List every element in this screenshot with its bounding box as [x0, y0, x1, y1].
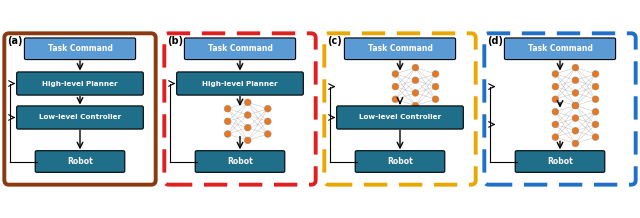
Circle shape	[392, 96, 399, 103]
Circle shape	[432, 71, 439, 77]
Text: (d): (d)	[488, 36, 504, 46]
Text: Task Command: Task Command	[47, 44, 113, 53]
FancyBboxPatch shape	[337, 106, 463, 129]
Text: Robot: Robot	[67, 157, 93, 166]
FancyBboxPatch shape	[355, 151, 445, 172]
FancyBboxPatch shape	[17, 106, 143, 129]
Circle shape	[572, 102, 579, 109]
Circle shape	[224, 131, 231, 137]
Circle shape	[432, 96, 439, 103]
Text: (a): (a)	[8, 36, 23, 46]
FancyBboxPatch shape	[184, 38, 296, 60]
Circle shape	[412, 64, 419, 71]
Text: Task Command: Task Command	[367, 44, 433, 53]
FancyBboxPatch shape	[35, 151, 125, 172]
FancyBboxPatch shape	[195, 151, 285, 172]
Circle shape	[592, 83, 599, 90]
Circle shape	[552, 108, 559, 115]
FancyBboxPatch shape	[504, 38, 616, 60]
Circle shape	[592, 134, 599, 141]
Text: Task Command: Task Command	[207, 44, 273, 53]
FancyBboxPatch shape	[177, 72, 303, 95]
Circle shape	[572, 115, 579, 121]
Text: Task Command: Task Command	[527, 44, 593, 53]
Text: Robot: Robot	[387, 157, 413, 166]
Circle shape	[552, 134, 559, 141]
Circle shape	[392, 71, 399, 77]
Circle shape	[552, 96, 559, 103]
FancyBboxPatch shape	[17, 72, 143, 95]
Text: High-level Planner: High-level Planner	[202, 80, 278, 87]
Text: Robot: Robot	[547, 157, 573, 166]
Circle shape	[264, 105, 271, 112]
Circle shape	[572, 64, 579, 71]
Circle shape	[224, 118, 231, 125]
Circle shape	[412, 102, 419, 109]
Circle shape	[572, 102, 579, 109]
Circle shape	[552, 71, 559, 77]
Circle shape	[244, 137, 251, 144]
Circle shape	[572, 77, 579, 84]
Circle shape	[412, 90, 419, 96]
Circle shape	[552, 121, 559, 128]
Circle shape	[264, 118, 271, 125]
Circle shape	[432, 83, 439, 90]
Text: Robot: Robot	[227, 157, 253, 166]
Text: High-level Planner: High-level Planner	[42, 80, 118, 87]
Circle shape	[264, 131, 271, 137]
FancyBboxPatch shape	[344, 38, 456, 60]
Circle shape	[592, 96, 599, 103]
Circle shape	[572, 140, 579, 147]
Circle shape	[244, 99, 251, 106]
Circle shape	[224, 105, 231, 112]
Circle shape	[244, 124, 251, 131]
Text: Low-level Controller: Low-level Controller	[39, 114, 121, 121]
Circle shape	[592, 121, 599, 128]
Circle shape	[572, 90, 579, 96]
Circle shape	[244, 112, 251, 118]
FancyBboxPatch shape	[515, 151, 605, 172]
Circle shape	[552, 83, 559, 90]
Circle shape	[592, 71, 599, 77]
Text: (b): (b)	[168, 36, 184, 46]
FancyBboxPatch shape	[24, 38, 136, 60]
Circle shape	[592, 108, 599, 115]
Text: (c): (c)	[328, 36, 342, 46]
Circle shape	[392, 83, 399, 90]
Circle shape	[572, 127, 579, 134]
Circle shape	[412, 77, 419, 84]
Text: Low-level Controller: Low-level Controller	[359, 114, 441, 121]
